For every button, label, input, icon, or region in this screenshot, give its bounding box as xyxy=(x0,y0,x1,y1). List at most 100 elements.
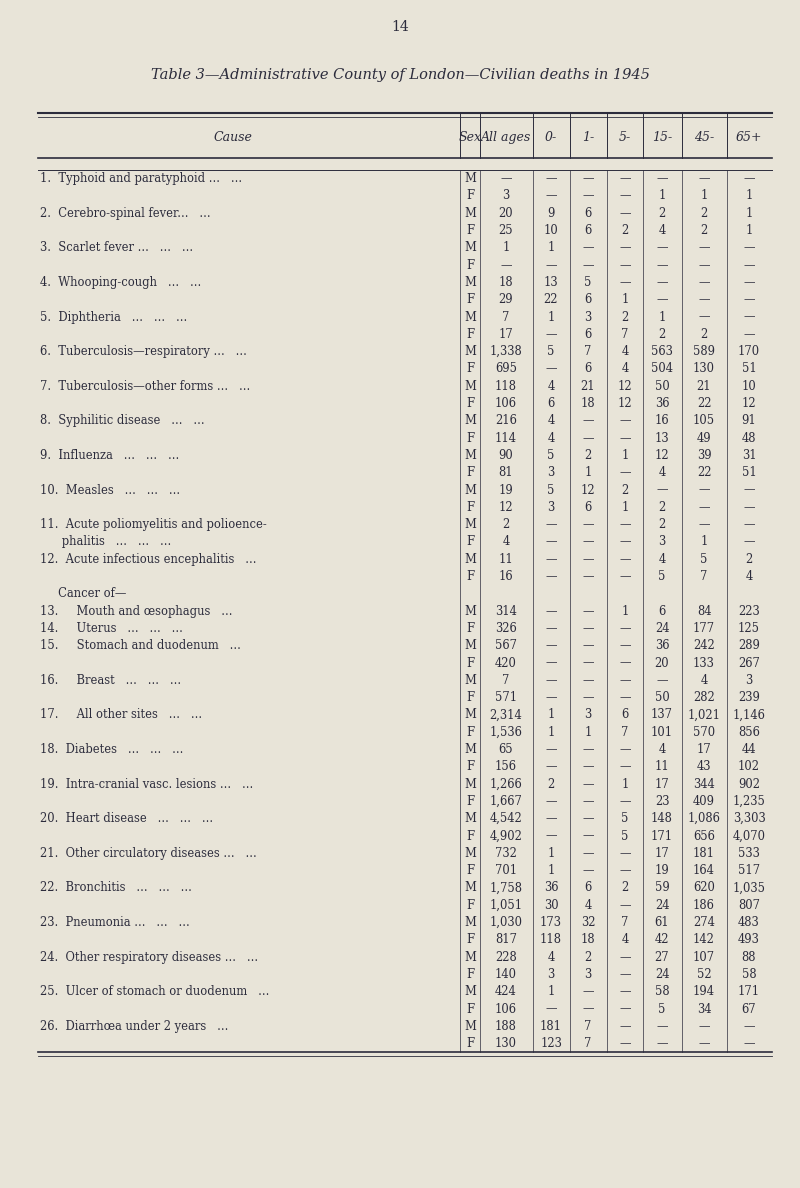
Text: 188: 188 xyxy=(495,1019,517,1032)
Text: 25: 25 xyxy=(498,225,514,238)
Text: 4: 4 xyxy=(502,536,510,549)
Text: M: M xyxy=(464,985,476,998)
Text: All ages: All ages xyxy=(481,131,531,144)
Text: 533: 533 xyxy=(738,847,760,860)
Text: 105: 105 xyxy=(693,415,715,428)
Text: —: — xyxy=(619,276,630,289)
Text: 171: 171 xyxy=(651,829,673,842)
Text: 424: 424 xyxy=(495,985,517,998)
Text: —: — xyxy=(619,657,630,670)
Text: —: — xyxy=(656,484,668,497)
Text: Cause: Cause xyxy=(214,131,253,144)
Text: —: — xyxy=(582,172,594,185)
Text: M: M xyxy=(464,778,476,791)
Text: —: — xyxy=(582,518,594,531)
Text: —: — xyxy=(546,189,557,202)
Text: 102: 102 xyxy=(738,760,760,773)
Text: 1,266: 1,266 xyxy=(490,778,522,791)
Text: 20: 20 xyxy=(498,207,514,220)
Text: 18: 18 xyxy=(498,276,514,289)
Text: M: M xyxy=(464,674,476,687)
Text: 21: 21 xyxy=(697,380,711,393)
Text: 12: 12 xyxy=(742,397,756,410)
Text: F: F xyxy=(466,1037,474,1050)
Text: M: M xyxy=(464,1019,476,1032)
Text: 5: 5 xyxy=(658,1003,666,1016)
Text: 90: 90 xyxy=(498,449,514,462)
Text: —: — xyxy=(619,189,630,202)
Text: —: — xyxy=(582,813,594,826)
Text: —: — xyxy=(619,518,630,531)
Text: 1: 1 xyxy=(547,864,554,877)
Text: —: — xyxy=(698,259,710,272)
Text: —: — xyxy=(743,536,754,549)
Text: —: — xyxy=(582,415,594,428)
Text: —: — xyxy=(619,172,630,185)
Text: M: M xyxy=(464,310,476,323)
Text: 570: 570 xyxy=(693,726,715,739)
Text: —: — xyxy=(743,501,754,514)
Text: 4,902: 4,902 xyxy=(490,829,522,842)
Text: F: F xyxy=(466,293,474,307)
Text: 4: 4 xyxy=(547,380,554,393)
Text: M: M xyxy=(464,847,476,860)
Text: 18: 18 xyxy=(581,397,595,410)
Text: 493: 493 xyxy=(738,934,760,947)
Text: —: — xyxy=(619,847,630,860)
Text: 5-: 5- xyxy=(619,131,631,144)
Text: —: — xyxy=(582,570,594,583)
Text: —: — xyxy=(619,570,630,583)
Text: 5: 5 xyxy=(658,570,666,583)
Text: 16: 16 xyxy=(498,570,514,583)
Text: —: — xyxy=(619,241,630,254)
Text: 171: 171 xyxy=(738,985,760,998)
Text: 142: 142 xyxy=(693,934,715,947)
Text: 65+: 65+ xyxy=(736,131,762,144)
Text: 7: 7 xyxy=(622,916,629,929)
Text: 2: 2 xyxy=(746,552,753,565)
Text: F: F xyxy=(466,726,474,739)
Text: —: — xyxy=(500,172,512,185)
Text: —: — xyxy=(546,691,557,704)
Text: 314: 314 xyxy=(495,605,517,618)
Text: 4: 4 xyxy=(547,415,554,428)
Text: F: F xyxy=(466,466,474,479)
Text: —: — xyxy=(546,657,557,670)
Text: F: F xyxy=(466,397,474,410)
Text: 4: 4 xyxy=(658,225,666,238)
Text: 1: 1 xyxy=(622,501,629,514)
Text: 326: 326 xyxy=(495,623,517,634)
Text: —: — xyxy=(619,899,630,911)
Text: 1,035: 1,035 xyxy=(733,881,766,895)
Text: 118: 118 xyxy=(495,380,517,393)
Text: —: — xyxy=(619,1037,630,1050)
Text: F: F xyxy=(466,691,474,704)
Text: —: — xyxy=(582,985,594,998)
Text: 48: 48 xyxy=(742,431,756,444)
Text: F: F xyxy=(466,864,474,877)
Text: —: — xyxy=(743,276,754,289)
Text: 16.     Breast   ...   ...   ...: 16. Breast ... ... ... xyxy=(40,674,181,687)
Text: 32: 32 xyxy=(581,916,595,929)
Text: 2,314: 2,314 xyxy=(490,708,522,721)
Text: 9.  Influenza   ...   ...   ...: 9. Influenza ... ... ... xyxy=(40,449,179,462)
Text: 67: 67 xyxy=(742,1003,756,1016)
Text: —: — xyxy=(619,795,630,808)
Text: 18.  Diabetes   ...   ...   ...: 18. Diabetes ... ... ... xyxy=(40,742,183,756)
Text: 6.  Tuberculosis—respiratory ...   ...: 6. Tuberculosis—respiratory ... ... xyxy=(40,346,247,358)
Text: 84: 84 xyxy=(697,605,711,618)
Text: 3: 3 xyxy=(746,674,753,687)
Text: —: — xyxy=(656,276,668,289)
Text: 563: 563 xyxy=(651,346,673,358)
Text: 4: 4 xyxy=(547,950,554,963)
Text: 2: 2 xyxy=(658,207,666,220)
Text: 856: 856 xyxy=(738,726,760,739)
Text: —: — xyxy=(619,760,630,773)
Text: 483: 483 xyxy=(738,916,760,929)
Text: 620: 620 xyxy=(693,881,715,895)
Text: 807: 807 xyxy=(738,899,760,911)
Text: 2: 2 xyxy=(584,449,592,462)
Text: 22: 22 xyxy=(697,466,711,479)
Text: —: — xyxy=(582,536,594,549)
Text: —: — xyxy=(698,293,710,307)
